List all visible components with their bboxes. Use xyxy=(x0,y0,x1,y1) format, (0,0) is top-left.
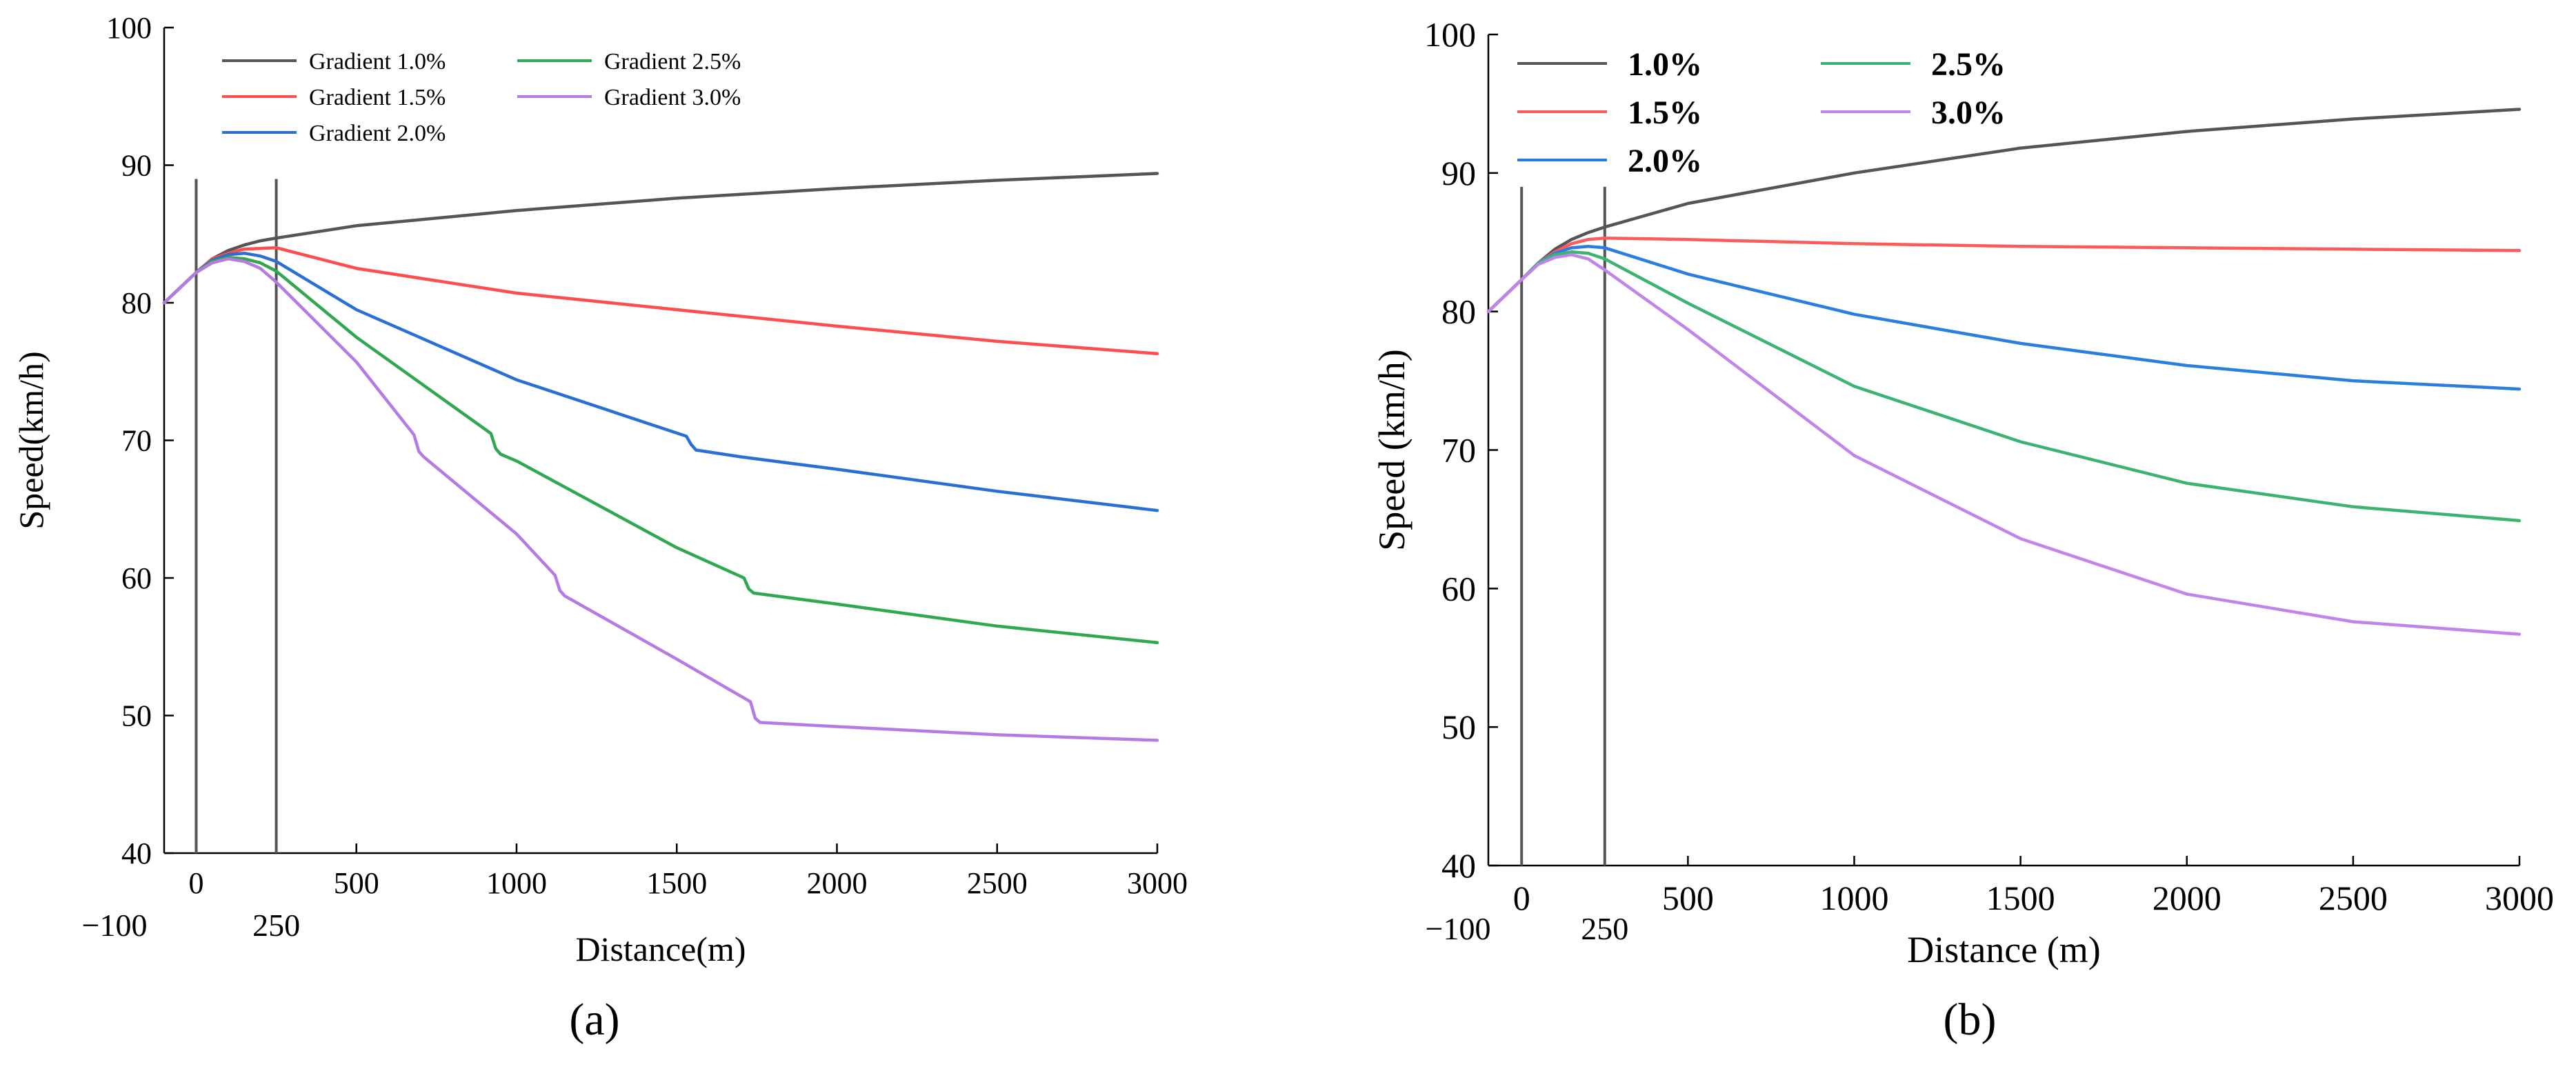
y-tick-label: 100 xyxy=(1424,15,1476,54)
series-line xyxy=(162,255,1159,645)
series-line xyxy=(162,257,1159,742)
series-line xyxy=(1486,236,2522,313)
x-tick-label: 1000 xyxy=(486,866,547,900)
y-axis-title: Speed (km/h) xyxy=(1371,349,1412,550)
x-tick-label: 3000 xyxy=(1127,866,1188,900)
legend-label: 1.5% xyxy=(1628,94,1702,131)
x-tick-label: 500 xyxy=(1662,879,1714,917)
y-tick-label: 80 xyxy=(121,286,152,320)
legend-label: Gradient 1.5% xyxy=(309,85,446,110)
y-tick-label: 90 xyxy=(1441,154,1476,192)
legend-label: Gradient 1.0% xyxy=(309,49,446,74)
x-tick-label: 1500 xyxy=(1986,879,2055,917)
legend-label: Gradient 3.0% xyxy=(604,85,741,110)
x-tick-label: 2500 xyxy=(967,866,1028,900)
y-tick-label: 60 xyxy=(1441,569,1476,608)
extra-x-label: −100 xyxy=(1426,911,1491,946)
x-axis-title: Distance(m) xyxy=(575,930,746,968)
legend-label: 3.0% xyxy=(1931,94,2006,131)
extra-x-label: 250 xyxy=(1581,911,1628,946)
y-axis-title: Speed(km/h) xyxy=(12,351,50,529)
x-tick-label: 2000 xyxy=(2153,879,2221,917)
series-line xyxy=(1486,253,2522,636)
y-tick-label: 40 xyxy=(121,837,152,870)
x-tick-label: 500 xyxy=(334,866,379,900)
y-tick-label: 90 xyxy=(121,148,152,182)
legend-label: 2.0% xyxy=(1628,143,1702,179)
series-line xyxy=(1486,250,2522,523)
y-tick-label: 100 xyxy=(106,11,152,45)
x-axis-title: Distance (m) xyxy=(1907,929,2100,970)
extra-x-label: 250 xyxy=(252,908,300,943)
extra-x-label: −100 xyxy=(82,908,148,943)
x-tick-label: 2500 xyxy=(2319,879,2388,917)
legend-label: Gradient 2.5% xyxy=(604,49,741,74)
series-line xyxy=(1486,108,2522,313)
series-line xyxy=(1486,245,2522,391)
x-tick-label: 1500 xyxy=(646,866,707,900)
panel-label: (b) xyxy=(1944,995,1997,1045)
y-tick-label: 70 xyxy=(121,423,152,457)
y-tick-label: 50 xyxy=(1441,708,1476,746)
y-tick-label: 70 xyxy=(1441,431,1476,470)
x-tick-label: 3000 xyxy=(2485,879,2554,917)
y-tick-label: 50 xyxy=(121,699,152,732)
y-tick-label: 40 xyxy=(1441,846,1476,885)
x-tick-label: 2000 xyxy=(806,866,867,900)
legend-label: Gradient 2.0% xyxy=(309,121,446,146)
y-tick-label: 80 xyxy=(1441,292,1476,331)
series-line xyxy=(162,251,1159,512)
legend-label: 1.0% xyxy=(1628,46,1702,83)
x-tick-label: 1000 xyxy=(1819,879,1888,917)
y-tick-label: 60 xyxy=(121,561,152,595)
x-tick-label: 0 xyxy=(188,866,203,900)
legend-label: 2.5% xyxy=(1931,46,2006,83)
x-tick-label: 0 xyxy=(1513,879,1530,917)
panel-label: (a) xyxy=(569,995,619,1045)
